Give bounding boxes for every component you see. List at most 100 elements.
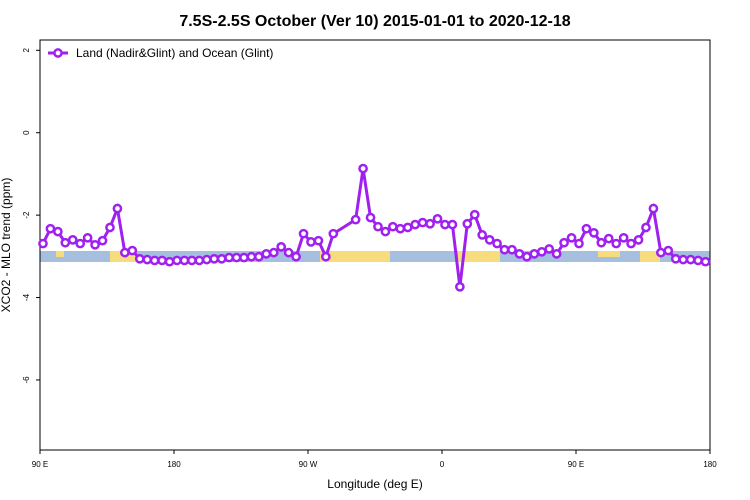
data-point [53,226,63,237]
data-point [105,222,115,233]
data-point [134,253,145,264]
y-tick-label: -2 [22,211,31,219]
x-tick-label: 90 E [568,460,584,469]
data-point [298,228,309,239]
data-point [67,234,78,245]
x-tick-label: 90 E [32,460,48,469]
data-point [127,245,138,256]
data-point [432,213,443,224]
y-tick-label: -4 [22,293,31,301]
data-point [365,212,376,223]
data-point [90,239,100,250]
x-tick-label: 180 [167,460,181,469]
data-point [589,227,599,238]
data-point [328,228,339,239]
data-point [60,237,71,248]
data-point [484,234,495,245]
data-point [626,238,636,249]
land-band [320,251,390,262]
data-point [447,219,458,230]
data-point [388,221,398,232]
data-point [120,247,130,258]
data-point [514,249,525,259]
data-point [402,222,413,233]
data-point [239,252,249,263]
legend-label: Land (Nadir&Glint) and Ocean (Glint) [76,46,273,60]
data-point [209,253,220,264]
y-axis-label: XCO2 - MLO trend (ppm) [0,178,13,313]
data-point [603,233,614,244]
data-point [507,244,517,255]
data-point [172,255,182,266]
data-point [581,223,592,234]
data-point [261,249,272,259]
data-point [75,238,86,249]
data-point [164,256,175,267]
land-band [458,251,500,262]
data-point [477,230,488,240]
data-point [380,226,391,237]
data-point [641,222,651,233]
data-point [157,255,167,266]
data-point [633,234,644,245]
data-point [231,252,242,263]
data-point [276,242,287,252]
data-point [492,238,502,249]
x-tick-label: 0 [440,460,445,469]
x-tick-label: 180 [703,460,717,469]
data-point [216,253,227,264]
y-tick-label: 0 [22,130,31,135]
data-point [373,221,383,232]
data-point [469,209,480,220]
data-point [440,219,450,230]
data-point [499,244,510,255]
data-point [395,223,406,234]
data-point [268,247,279,258]
data-point [596,237,607,248]
data-point [246,251,257,262]
data-point [97,235,108,246]
y-tick-label: -6 [22,376,31,384]
data-point [254,251,264,262]
x-axis-label: Longitude (deg E) [327,477,422,491]
data-point [410,219,421,230]
land-band [640,251,660,262]
data-point [313,235,324,246]
data-point [417,217,428,228]
data-point [142,254,153,265]
chart-title: 7.5S-2.5S October (Ver 10) 2015-01-01 to… [179,13,570,30]
data-point [350,214,361,225]
data-point [38,238,48,249]
data-point [656,247,666,258]
land-band [598,251,620,257]
data-point [685,254,696,265]
data-point [522,251,532,262]
data-point [536,246,547,257]
data-point [678,254,689,265]
data-point [559,237,569,248]
data-point [283,247,294,258]
data-point [224,252,234,263]
legend-swatch-marker [53,48,63,58]
data-point [112,203,123,214]
data-point [574,238,584,249]
data-point [194,255,205,266]
data-point [45,223,56,234]
data-point [187,255,197,266]
x-tick-label: 90 W [299,460,318,469]
data-point [462,218,473,229]
data-point [648,203,659,214]
data-point [693,255,703,266]
data-point [611,238,622,249]
data-point [358,163,368,174]
data-point [321,251,331,262]
data-point [306,237,316,247]
data-point [566,232,577,243]
data-point [455,281,465,292]
y-tick-label: 2 [22,48,31,53]
data-point [529,249,540,259]
data-point [425,218,435,229]
data-point [201,254,212,265]
data-point [82,232,93,243]
